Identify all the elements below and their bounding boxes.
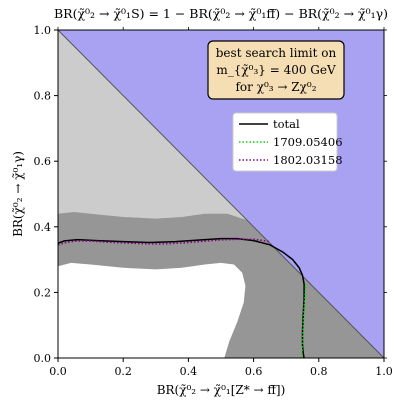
allowed-region bbox=[58, 262, 246, 358]
x-tick-label: 0.4 bbox=[180, 365, 198, 378]
annotation-line-3: for χ⁰₃ → Zχ⁰₂ bbox=[235, 80, 316, 94]
legend-label-1802: 1802.03158 bbox=[273, 153, 343, 167]
annotation-line-2: m_{χ̃⁰₃} = 400 GeV bbox=[216, 63, 336, 77]
y-tick-label: 0.0 bbox=[34, 352, 52, 365]
annotation-box: best search limit on m_{χ̃⁰₃} = 400 GeV … bbox=[207, 40, 345, 100]
series-line-total bbox=[58, 237, 305, 358]
y-axis-label: BR(χ̃⁰₂ → χ̃⁰₁γ) bbox=[11, 151, 25, 237]
legend: total 1709.05406 1802.03158 bbox=[232, 112, 343, 172]
chart-title: BR(χ̃⁰₂ → χ̃⁰₁S) = 1 − BR(χ̃⁰₂ → χ̃⁰₁ff̄… bbox=[54, 6, 388, 21]
y-tick-label: 0.8 bbox=[34, 90, 52, 103]
y-tick-label: 0.6 bbox=[34, 155, 52, 168]
boundary-line bbox=[58, 30, 384, 358]
y-tick-label: 1.0 bbox=[34, 24, 52, 37]
legend-label-total: total bbox=[273, 117, 300, 131]
plot-frame bbox=[57, 29, 385, 359]
x-axis-label: BR(χ̃⁰₂ → χ̃⁰₁[Z* → ff̄]) bbox=[157, 383, 286, 397]
x-tick-label: 0.0 bbox=[49, 365, 67, 378]
x-tick-label: 0.6 bbox=[245, 365, 263, 378]
y-tick-label: 0.2 bbox=[34, 286, 52, 299]
x-tick-label: 0.8 bbox=[310, 365, 328, 378]
series-line-1709-05406 bbox=[301, 284, 307, 358]
x-tick-label: 1.0 bbox=[375, 365, 393, 378]
y-tick-label: 0.4 bbox=[34, 221, 52, 234]
series-line-1802-03158 bbox=[58, 238, 271, 246]
x-tick-label: 0.2 bbox=[114, 365, 132, 378]
annotation-line-1: best search limit on bbox=[216, 46, 337, 60]
legend-label-1709: 1709.05406 bbox=[273, 135, 343, 149]
